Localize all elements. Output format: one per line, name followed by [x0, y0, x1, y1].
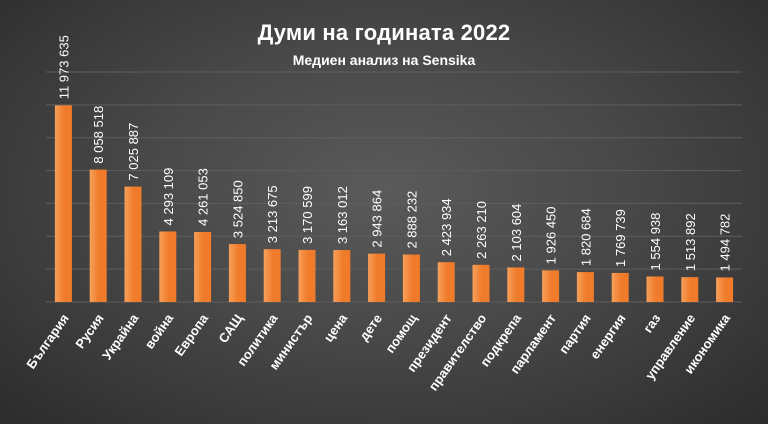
bar-партия: [576, 272, 594, 302]
bar-дете: [368, 253, 386, 302]
bar-правителство: [472, 264, 490, 302]
bar-цена: [333, 250, 351, 302]
value-label: 2 943 864: [370, 190, 385, 248]
value-label: 8 058 518: [91, 106, 106, 164]
bar-газ: [646, 276, 664, 302]
value-label: 3 170 599: [300, 186, 315, 244]
category-label: САЩ: [215, 311, 246, 346]
bar-икономика: [716, 277, 734, 302]
bar-президент: [437, 262, 455, 302]
bar-война: [159, 231, 177, 302]
category-label: дете: [356, 311, 385, 343]
bar-САЩ: [228, 244, 246, 302]
category-label: помощ: [382, 311, 420, 356]
value-label: 2 263 210: [474, 201, 489, 259]
bar-управление: [681, 277, 699, 302]
value-label: 7 025 887: [126, 123, 141, 181]
value-label: 3 163 012: [335, 186, 350, 244]
category-label: Украйна: [99, 310, 142, 362]
bars: [54, 105, 734, 302]
category-label: газ: [640, 311, 664, 336]
bar-енергия: [611, 272, 629, 302]
bar-министър: [298, 249, 316, 302]
bar-помощ: [402, 254, 420, 302]
category-label: партия: [556, 311, 594, 356]
value-label: 1 820 684: [578, 208, 593, 266]
value-label: 1 494 782: [718, 214, 733, 272]
bar-подкрепа: [507, 267, 525, 302]
bar-парламент: [542, 270, 560, 302]
bar-Украйна: [124, 186, 142, 302]
value-label: 11 973 635: [56, 35, 71, 99]
value-label: 2 103 604: [509, 204, 524, 262]
value-label: 4 293 109: [161, 168, 176, 226]
category-label: Русия: [72, 311, 106, 351]
chart-title: Думи на годината 2022: [257, 20, 511, 45]
category-label: Европа: [171, 310, 211, 358]
value-label: 1 926 450: [544, 207, 559, 265]
value-label: 3 213 675: [265, 185, 280, 243]
value-label: 2 423 934: [439, 198, 454, 256]
value-labels: 11 973 635 8 058 518 7 025 887 4 293 109 4 2…: [56, 35, 732, 271]
category-label: България: [23, 311, 72, 371]
category-label: енергия: [587, 311, 629, 362]
chart-subtitle: Медиен анализ на Sensika: [292, 52, 476, 68]
category-label: цена: [321, 310, 351, 344]
bar-България: [54, 105, 72, 302]
category-label: война: [142, 310, 177, 351]
value-label: 1 554 938: [648, 213, 663, 271]
value-label: 2 888 232: [404, 191, 419, 249]
gridlines: [46, 71, 742, 303]
value-label: 4 261 053: [196, 168, 211, 226]
value-label: 3 524 850: [230, 180, 245, 238]
value-label: 1 769 739: [613, 209, 628, 267]
value-label: 1 513 892: [683, 213, 698, 271]
bar-Русия: [89, 169, 107, 302]
bar-Европа: [194, 231, 212, 302]
bar-политика: [263, 249, 281, 302]
